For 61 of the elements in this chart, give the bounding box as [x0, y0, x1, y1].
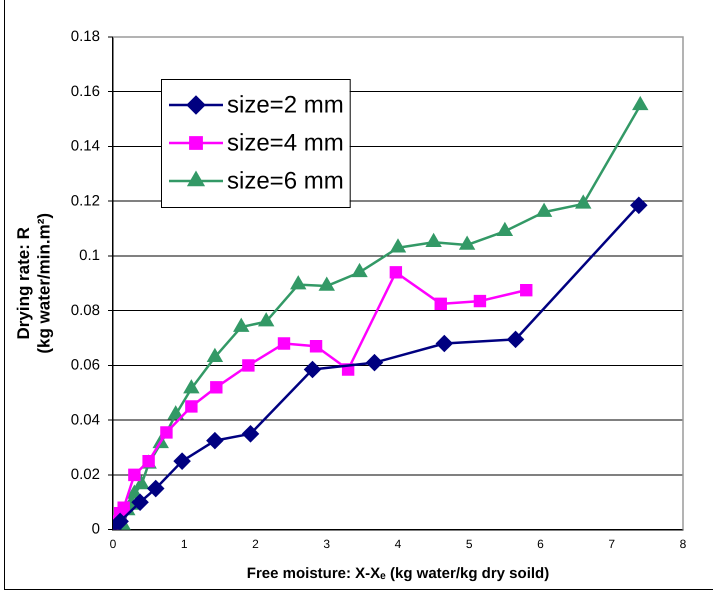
point	[210, 381, 223, 394]
point	[117, 502, 130, 514]
point	[206, 432, 224, 449]
x-tick-label: 8	[680, 537, 687, 552]
point	[507, 331, 524, 348]
point	[234, 318, 249, 332]
point	[304, 361, 321, 378]
point	[520, 284, 532, 296]
x-tick-label: 5	[466, 537, 473, 552]
point	[160, 426, 173, 439]
x-tick-label: 6	[537, 537, 544, 552]
x-tick-label: 7	[608, 537, 616, 552]
legend-label: size=2 mm	[226, 92, 344, 119]
point	[112, 513, 128, 530]
point	[632, 97, 648, 110]
y-tick-label: 0.16	[70, 82, 100, 100]
x-tick-label: 4	[394, 537, 402, 552]
y-tick-label: 0.1	[79, 247, 100, 264]
point	[436, 335, 453, 352]
point	[242, 359, 255, 372]
point	[390, 266, 402, 279]
x-tick-label: 2	[252, 537, 260, 552]
y-tick-label: 0	[92, 520, 100, 538]
point	[128, 468, 141, 482]
point	[576, 196, 591, 209]
y-tick-label: 0.14	[70, 138, 100, 155]
legend-label: size=6 mm	[226, 168, 344, 195]
point	[474, 294, 486, 308]
legend-label: size=4 mm	[226, 130, 344, 157]
point	[498, 223, 512, 236]
y-tick-label: 0.12	[70, 192, 100, 210]
point	[352, 264, 367, 278]
x-tick-label: 1	[180, 537, 188, 552]
point	[258, 313, 274, 326]
point	[319, 278, 334, 291]
y-tick-label: 0.02	[70, 466, 100, 484]
point	[536, 204, 552, 217]
x-axis-title: Free moisture: X-Xₑ (kg water/kg dry soild)	[246, 565, 550, 582]
point	[174, 452, 190, 470]
point	[168, 406, 184, 420]
point	[290, 276, 306, 290]
y-axis-title: Drying rate: R (kg water/min.m²)	[14, 212, 54, 354]
point	[185, 400, 198, 413]
point	[132, 494, 148, 510]
point	[184, 380, 199, 394]
point	[242, 426, 259, 442]
point	[426, 234, 441, 247]
point	[390, 239, 406, 252]
y-tick-label: 0.18	[70, 28, 100, 46]
x-tick-label: 3	[323, 537, 330, 552]
y-tick-label: 0.08	[70, 302, 100, 319]
point	[310, 340, 322, 352]
y-tick-label: 0.04	[70, 411, 100, 428]
point	[460, 236, 474, 250]
point	[434, 298, 447, 310]
x-tick-label: 0	[110, 537, 117, 552]
point	[278, 337, 290, 350]
point	[366, 354, 383, 371]
point	[208, 348, 222, 362]
point	[147, 480, 164, 497]
y-tick-label: 0.06	[70, 356, 100, 374]
